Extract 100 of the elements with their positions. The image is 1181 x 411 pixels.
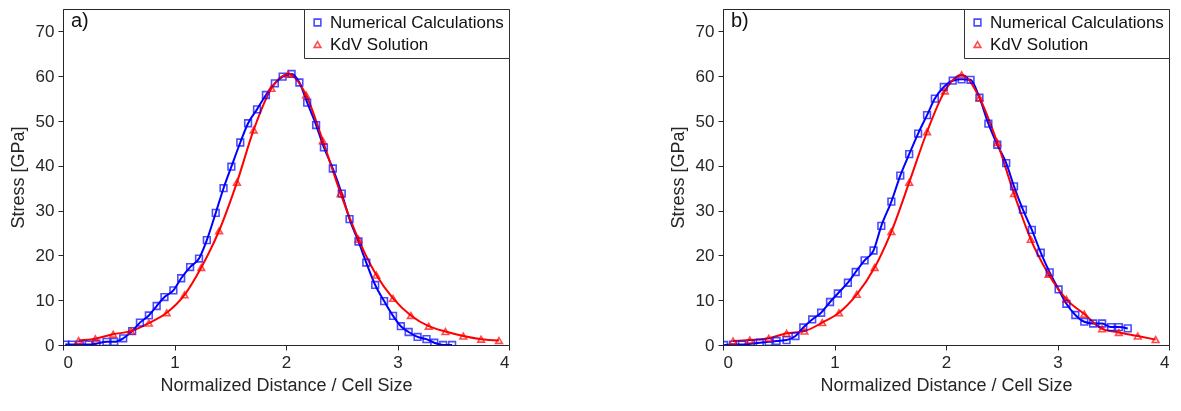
y-tick-label: 60 xyxy=(695,66,715,86)
point xyxy=(818,318,827,327)
legend-label: KdV Solution xyxy=(330,34,429,54)
point xyxy=(1097,319,1107,328)
point xyxy=(755,338,764,345)
y-tick-label: 10 xyxy=(35,290,55,310)
point xyxy=(930,94,939,103)
point xyxy=(1071,310,1080,320)
point xyxy=(379,296,389,306)
y-tick-label: 40 xyxy=(35,156,55,176)
point xyxy=(1009,182,1019,191)
point xyxy=(905,150,914,159)
legend-label: Numerical Calculations xyxy=(990,12,1164,32)
x-tick-label: 2 xyxy=(941,352,952,372)
x-tick-label: 3 xyxy=(393,352,403,372)
point xyxy=(476,335,486,343)
point xyxy=(825,297,835,307)
y-tick-label: 60 xyxy=(35,66,55,86)
point xyxy=(905,178,914,187)
point xyxy=(243,119,253,128)
point xyxy=(169,286,178,295)
point xyxy=(249,126,258,134)
y-tick-label: 20 xyxy=(695,245,715,265)
point xyxy=(922,128,932,136)
y-axis-title: Stress [GPa] xyxy=(667,126,688,229)
point xyxy=(424,322,433,330)
x-tick-label: 4 xyxy=(500,352,510,372)
point xyxy=(834,309,844,317)
point xyxy=(1054,285,1063,294)
x-tick-label: 0 xyxy=(63,352,73,372)
point xyxy=(227,162,236,171)
point xyxy=(177,274,186,283)
point xyxy=(144,319,154,327)
point xyxy=(843,278,853,287)
y-tick-label: 10 xyxy=(695,290,715,310)
point xyxy=(301,91,311,99)
y-tick-label: 20 xyxy=(35,245,55,265)
point xyxy=(1002,158,1011,168)
point xyxy=(362,258,371,267)
y-tick-label: 30 xyxy=(35,201,55,221)
legend-label: KdV Solution xyxy=(990,34,1089,54)
point xyxy=(252,105,262,114)
point xyxy=(219,184,228,193)
point xyxy=(1080,317,1089,326)
annotation: a) xyxy=(71,9,89,31)
legend-label: Numerical Calculations xyxy=(330,12,504,32)
x-tick-label: 0 xyxy=(723,352,733,372)
point xyxy=(791,331,800,341)
point xyxy=(267,84,276,92)
point xyxy=(197,263,206,272)
point xyxy=(1036,248,1045,257)
point xyxy=(1123,324,1132,333)
point xyxy=(1106,322,1116,332)
point xyxy=(372,271,381,279)
point xyxy=(1151,335,1160,344)
point xyxy=(948,76,957,85)
point xyxy=(110,337,119,345)
point xyxy=(180,291,189,299)
point xyxy=(319,143,329,152)
point xyxy=(318,137,327,145)
point xyxy=(303,98,312,107)
point xyxy=(922,111,932,120)
point xyxy=(135,318,145,327)
point xyxy=(913,129,923,138)
point xyxy=(1097,325,1107,333)
point xyxy=(261,90,271,100)
point xyxy=(764,337,773,345)
point xyxy=(388,311,398,321)
point xyxy=(1062,299,1071,308)
point xyxy=(782,329,791,338)
point xyxy=(202,236,211,245)
point xyxy=(345,214,354,224)
y-tick-label: 30 xyxy=(695,201,715,221)
y-tick-label: 50 xyxy=(35,111,55,131)
point xyxy=(413,332,422,342)
point xyxy=(877,221,886,230)
point xyxy=(311,120,321,130)
point xyxy=(459,332,468,340)
point xyxy=(860,256,869,265)
point xyxy=(800,327,809,335)
point xyxy=(119,334,128,343)
point xyxy=(1009,189,1019,198)
x-tick-label: 3 xyxy=(1053,352,1063,372)
x-axis-title: Normalized Distance / Cell Size xyxy=(820,374,1073,395)
point xyxy=(851,267,860,277)
point xyxy=(1026,235,1035,243)
point xyxy=(984,119,993,128)
point xyxy=(940,87,950,95)
point xyxy=(1114,328,1123,337)
point xyxy=(887,227,896,236)
point xyxy=(214,227,224,235)
point xyxy=(896,171,905,180)
point xyxy=(957,75,966,84)
point xyxy=(852,290,861,299)
point xyxy=(441,327,450,336)
point xyxy=(1114,322,1123,332)
point xyxy=(278,72,287,81)
point xyxy=(404,327,413,337)
point xyxy=(1080,310,1089,318)
y-tick-label: 40 xyxy=(695,156,715,176)
